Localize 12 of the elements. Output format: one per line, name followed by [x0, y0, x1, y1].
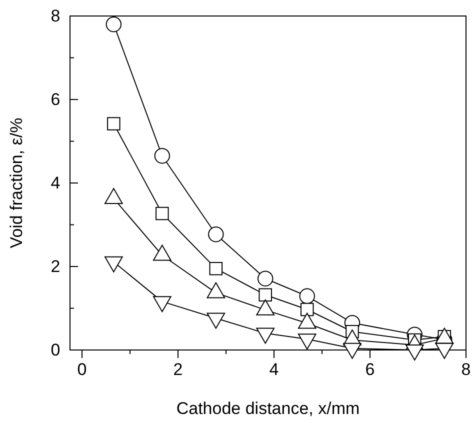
x-tick-label: 0	[77, 360, 87, 380]
x-tick-label: 4	[269, 360, 279, 380]
y-axis-title: Void fraction, ε/%	[7, 118, 26, 248]
x-axis-title: Cathode distance, x/mm	[176, 399, 360, 418]
x-tick-label: 2	[173, 360, 183, 380]
y-tick-label: 2	[50, 256, 60, 276]
y-tick-label: 8	[50, 6, 60, 26]
y-tick-label: 0	[50, 340, 60, 360]
x-tick-label: 6	[365, 360, 375, 380]
y-tick-label: 4	[50, 173, 60, 192]
x-tick-label: 8	[461, 360, 471, 380]
y-tick-label: 6	[50, 90, 60, 109]
